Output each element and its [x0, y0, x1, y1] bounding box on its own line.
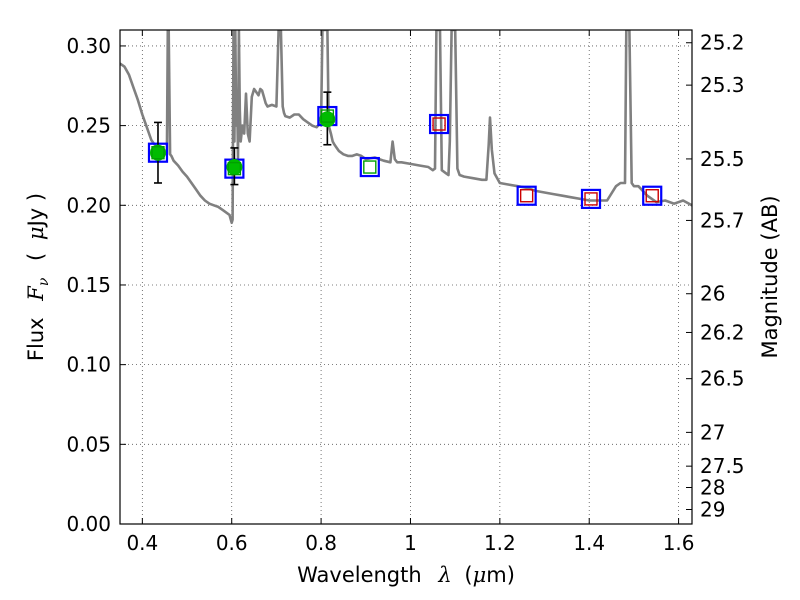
x-axis-label: Wavelength λ (μm)	[297, 563, 515, 587]
right-tick-label: 26	[700, 282, 725, 306]
observed-flux-point	[319, 111, 336, 128]
model-flux-outer-square	[359, 156, 380, 178]
y-tick-label: 0.30	[66, 34, 111, 58]
right-tick-label: 28	[700, 476, 725, 500]
y-tick-label: 0.20	[66, 193, 111, 217]
y-tick-label: 0.25	[66, 114, 111, 138]
right-tick-label: 27	[700, 420, 725, 444]
plot-frame	[119, 29, 693, 525]
model-flux-inner-square	[151, 146, 165, 160]
x-tick-label: 1	[404, 531, 417, 555]
right-tick-label: 29	[700, 497, 725, 521]
model-flux-outer-square	[428, 113, 450, 135]
model-flux-inner-square	[645, 189, 659, 203]
model-flux-outer-square	[516, 185, 537, 206]
x-tick-label: 1.2	[484, 531, 516, 555]
model-flux-inner-square	[584, 192, 598, 206]
x-tick-label: 0.6	[216, 531, 248, 555]
x-tick-label: 0.4	[126, 531, 158, 555]
right-tick-label: 25.7	[700, 208, 745, 232]
ticks-layer: 0.4 0.6 0.8 1 1.2 1.4 1.6 0.00 0.05 0.10 0.15 0.20 0…	[66, 30, 745, 555]
right-axis-label: Magnitude (AB)	[758, 195, 782, 358]
observed-flux-point	[149, 144, 166, 161]
right-tick-label: 25.5	[700, 147, 745, 171]
y-tick-label: 0.10	[66, 353, 111, 377]
x-tick-label: 1.4	[573, 531, 605, 555]
model-flux-inner-square	[519, 189, 534, 203]
y-axis-label: Flux Fν ( μJy )	[24, 193, 53, 361]
model-flux-inner-square	[227, 161, 242, 176]
y-tick-label: 0.00	[66, 512, 111, 536]
right-tick-label: 26.2	[700, 320, 745, 344]
right-tick-label: 25.2	[700, 31, 745, 55]
model-flux-inner-square	[432, 117, 446, 131]
x-tick-label: 1.6	[663, 531, 695, 555]
model-flux-inner-square	[320, 109, 335, 123]
right-tick-label: 26.5	[700, 367, 745, 391]
y-tick-label: 0.05	[66, 432, 111, 456]
model-flux-outer-square	[580, 188, 602, 210]
y-tick-label: 0.15	[66, 273, 111, 297]
right-tick-label: 25.3	[700, 73, 745, 97]
right-tick-label: 27.5	[700, 454, 745, 478]
markers-layer	[147, 91, 663, 210]
model-flux-inner-square	[363, 160, 377, 174]
x-tick-label: 0.8	[305, 531, 337, 555]
model-flux-outer-square	[642, 185, 663, 206]
